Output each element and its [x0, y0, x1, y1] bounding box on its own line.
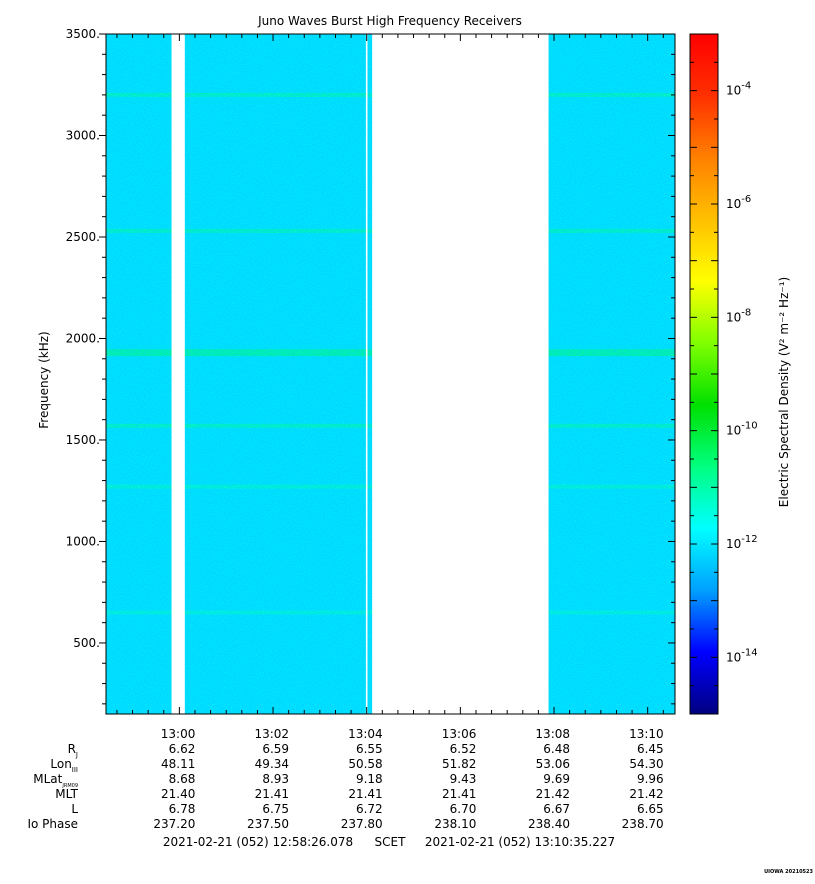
- ephemeris-row-label-main: MLat: [33, 772, 62, 786]
- colorbar-tick-label: 10-10: [726, 421, 758, 438]
- ephemeris-row-label-main: L: [71, 802, 78, 816]
- ephemeris-value: 6.48: [543, 742, 570, 756]
- y-tick-label: 500.: [73, 636, 100, 650]
- colorbar-tick-label: 10-12: [726, 534, 758, 551]
- x-tick-label: 13:06: [442, 727, 477, 741]
- ephemeris-value: 8.68: [169, 772, 196, 786]
- colorbar-tick-label: 10-4: [726, 81, 751, 98]
- ephemeris-value: 238.70: [622, 817, 664, 831]
- colorbar-tick-base: 10: [726, 424, 741, 438]
- ephemeris-value: 238.40: [528, 817, 570, 831]
- ephemeris-value: 9.43: [450, 772, 477, 786]
- colorbar-label: Electric Spectral Density (V² m⁻² Hz⁻¹): [777, 277, 791, 507]
- ephemeris-value: 21.41: [255, 787, 289, 801]
- ephemeris-row-label: MLatJRM09: [33, 772, 78, 789]
- ephemeris-value: 50.58: [348, 757, 382, 771]
- ephemeris-value: 6.52: [450, 742, 477, 756]
- ephemeris-row-label-main: Io Phase: [27, 817, 78, 831]
- colorbar-tick-base: 10: [726, 197, 741, 211]
- colorbar-tick-base: 10: [726, 84, 741, 98]
- ephemeris-value: 49.34: [255, 757, 289, 771]
- ephemeris-value: 21.42: [536, 787, 570, 801]
- ephemeris-row-label: Io Phase: [27, 817, 78, 831]
- chart-title: Juno Waves Burst High Frequency Receiver…: [257, 14, 522, 28]
- ephemeris-value: 6.62: [169, 742, 196, 756]
- ephemeris-value: 21.41: [442, 787, 476, 801]
- ephemeris-row-label-main: Lon: [50, 757, 71, 771]
- data-gap-thin: [365, 34, 368, 714]
- ephemeris-value: 6.70: [450, 802, 477, 816]
- ephemeris-row-subscript: J: [75, 751, 78, 759]
- ephemeris-value: 6.72: [356, 802, 383, 816]
- y-tick-label: 2500.: [66, 230, 100, 244]
- plot-frame: [105, 33, 676, 715]
- ephemeris-value: 21.42: [629, 787, 663, 801]
- time-range-label: SCET: [375, 835, 407, 849]
- x-tick-label: 13:02: [254, 727, 289, 741]
- colorbar-tick-exponent: -14: [741, 647, 757, 658]
- ephemeris-value: 6.45: [637, 742, 664, 756]
- colorbar-tick-label: 10-6: [726, 194, 751, 211]
- ephemeris-value: 6.55: [356, 742, 383, 756]
- ephemeris-value: 21.41: [348, 787, 382, 801]
- ephemeris-value: 238.10: [434, 817, 476, 831]
- ephemeris-value: 6.67: [543, 802, 570, 816]
- ephemeris-table: 13:00 13:02 13:04 13:06 13:08 13:10 RJ 6.62 6.59…: [27, 727, 663, 831]
- colorbar-tick-base: 10: [726, 310, 741, 324]
- colorbar-tick-exponent: -12: [741, 534, 757, 545]
- colorbar-tick-exponent: -8: [741, 307, 751, 318]
- ephemeris-value: 237.20: [153, 817, 195, 831]
- ephemeris-value: 9.96: [637, 772, 664, 786]
- ephemeris-row-label: RJ: [68, 742, 78, 759]
- ephemeris-row-subscript: JRM09: [61, 783, 78, 789]
- ephemeris-value: 51.82: [442, 757, 476, 771]
- ephemeris-value: 6.78: [169, 802, 196, 816]
- data-gap: [171, 34, 185, 714]
- colorbar-tick-exponent: -6: [741, 194, 751, 205]
- y-tick-label: 1000.: [66, 534, 100, 548]
- x-tick-label: 13:08: [535, 727, 570, 741]
- ephemeris-value: 54.30: [629, 757, 663, 771]
- y-tick-label: 3500.: [66, 27, 100, 41]
- colorbar-tick-exponent: -4: [741, 81, 751, 92]
- ephemeris-row-label: MLT: [55, 787, 78, 801]
- ephemeris-value: 237.80: [341, 817, 383, 831]
- colorbar-tick-label: 10-8: [726, 307, 751, 324]
- time-range-start: 2021-02-21 (052) 12:58:26.078: [163, 835, 353, 849]
- ephemeris-row-label-main: MLT: [55, 787, 78, 801]
- ephemeris-value: 6.59: [262, 742, 289, 756]
- ephemeris-row-label: LonIII: [50, 757, 78, 774]
- y-tick-label: 2000.: [66, 331, 100, 345]
- y-tick-label: 1500.: [66, 433, 100, 447]
- colorbar-tick-exponent: -10: [741, 421, 757, 432]
- y-tick-label: 3000.: [66, 128, 100, 142]
- ephemeris-value: 9.18: [356, 772, 383, 786]
- ephemeris-value: 53.06: [536, 757, 570, 771]
- ephemeris-value: 8.93: [262, 772, 289, 786]
- x-tick-label: 13:04: [348, 727, 383, 741]
- y-axis-label: Frequency (kHz): [37, 331, 51, 428]
- colorbar-tick-base: 10: [726, 537, 741, 551]
- time-range-end: 2021-02-21 (052) 13:10:35.227: [425, 835, 615, 849]
- data-gap: [372, 34, 549, 714]
- plot-area: [106, 34, 675, 714]
- colorbar-tick-base: 10: [726, 650, 741, 664]
- ephemeris-row-label: L: [71, 802, 78, 816]
- ephemeris-value: 237.50: [247, 817, 289, 831]
- ephemeris-row-subscript: III: [72, 766, 78, 774]
- ephemeris-value: 6.65: [637, 802, 664, 816]
- ephemeris-value: 21.40: [161, 787, 195, 801]
- ephemeris-value: 48.11: [161, 757, 195, 771]
- footer-tag: UIOWA 20210523: [764, 869, 813, 875]
- ephemeris-value: 9.69: [543, 772, 570, 786]
- ephemeris-value: 6.75: [262, 802, 289, 816]
- y-axis: 500. 1000. 1500. 2000. 2500. 3000. 3500.: [66, 27, 675, 705]
- x-tick-label: 13:00: [161, 727, 196, 741]
- colorbar-tick-label: 10-14: [726, 647, 758, 664]
- x-axis: [116, 34, 664, 714]
- x-tick-label: 13:10: [629, 727, 664, 741]
- ephemeris-row-label-main: R: [68, 742, 76, 756]
